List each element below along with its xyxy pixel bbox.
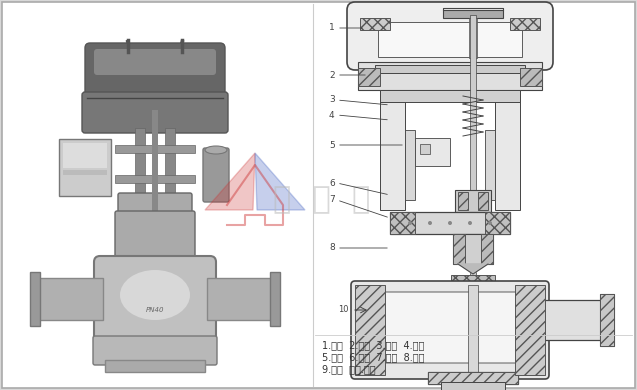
FancyBboxPatch shape: [94, 49, 216, 75]
Ellipse shape: [120, 270, 190, 320]
FancyBboxPatch shape: [118, 193, 192, 217]
Text: 2: 2: [329, 71, 334, 80]
Bar: [451, 275, 495, 287]
Bar: [540, 300, 605, 340]
Bar: [358, 68, 380, 86]
Bar: [135, 128, 145, 198]
Bar: [63, 143, 107, 168]
Bar: [520, 68, 542, 86]
Text: 4: 4: [329, 110, 334, 119]
Bar: [405, 130, 415, 200]
Bar: [390, 212, 415, 234]
Bar: [315, 5, 632, 385]
Text: 5: 5: [329, 140, 335, 149]
Text: 7: 7: [329, 195, 335, 204]
Bar: [428, 372, 518, 384]
Text: 1: 1: [329, 23, 335, 32]
Text: 9.阀座  １０.阀体: 9.阀座 １０.阀体: [322, 364, 376, 374]
FancyBboxPatch shape: [85, 43, 225, 103]
Bar: [378, 22, 522, 57]
Bar: [481, 234, 493, 264]
Bar: [415, 138, 450, 166]
Bar: [63, 170, 107, 175]
Polygon shape: [458, 264, 488, 274]
Bar: [355, 285, 385, 375]
Circle shape: [488, 221, 492, 225]
Bar: [469, 18, 477, 58]
Bar: [115, 175, 195, 183]
Bar: [105, 360, 205, 372]
Bar: [358, 62, 542, 90]
Bar: [207, 278, 275, 320]
Text: 10: 10: [338, 305, 348, 314]
Circle shape: [468, 221, 472, 225]
Text: PN40: PN40: [146, 307, 164, 313]
FancyBboxPatch shape: [351, 281, 549, 379]
Bar: [453, 234, 493, 264]
Bar: [380, 90, 405, 210]
Bar: [270, 272, 280, 326]
Bar: [152, 110, 158, 310]
Bar: [420, 144, 430, 154]
Bar: [30, 272, 40, 326]
Bar: [515, 285, 545, 375]
Text: 3: 3: [329, 96, 335, 105]
FancyBboxPatch shape: [59, 139, 111, 196]
Circle shape: [428, 221, 432, 225]
Bar: [478, 192, 488, 210]
Circle shape: [448, 221, 452, 225]
FancyBboxPatch shape: [115, 211, 195, 270]
Bar: [495, 90, 520, 210]
Polygon shape: [205, 153, 255, 210]
Text: 5.支架  6.阀杆  7.阀盖  8.阀芯: 5.支架 6.阀杆 7.阀盖 8.阀芯: [322, 352, 424, 362]
Bar: [458, 192, 468, 210]
Bar: [360, 18, 390, 30]
Bar: [428, 372, 518, 384]
Text: 杜  伯  城: 杜 伯 城: [273, 186, 370, 214]
Polygon shape: [255, 153, 305, 210]
Bar: [485, 130, 495, 200]
Text: 8: 8: [329, 243, 335, 252]
Bar: [455, 190, 491, 212]
Bar: [380, 90, 520, 102]
Text: 6: 6: [329, 179, 335, 188]
Bar: [510, 18, 540, 30]
Ellipse shape: [205, 146, 227, 154]
Bar: [468, 285, 478, 375]
Text: 1.膜盖  2.膜片  3.弹簧  4.推杆: 1.膜盖 2.膜片 3.弹簧 4.推杆: [322, 340, 424, 350]
Circle shape: [408, 221, 412, 225]
FancyBboxPatch shape: [377, 292, 523, 363]
Bar: [375, 65, 525, 73]
Bar: [453, 234, 465, 264]
FancyBboxPatch shape: [82, 92, 228, 133]
Bar: [35, 278, 103, 320]
Bar: [470, 15, 476, 285]
Bar: [115, 145, 195, 153]
FancyBboxPatch shape: [203, 148, 229, 202]
Bar: [443, 10, 503, 18]
Bar: [441, 382, 505, 390]
FancyBboxPatch shape: [347, 2, 553, 70]
Bar: [485, 212, 510, 234]
FancyBboxPatch shape: [94, 256, 216, 348]
Bar: [600, 294, 614, 346]
Bar: [390, 212, 510, 234]
Bar: [165, 128, 175, 198]
Bar: [600, 294, 614, 346]
FancyBboxPatch shape: [93, 336, 217, 365]
